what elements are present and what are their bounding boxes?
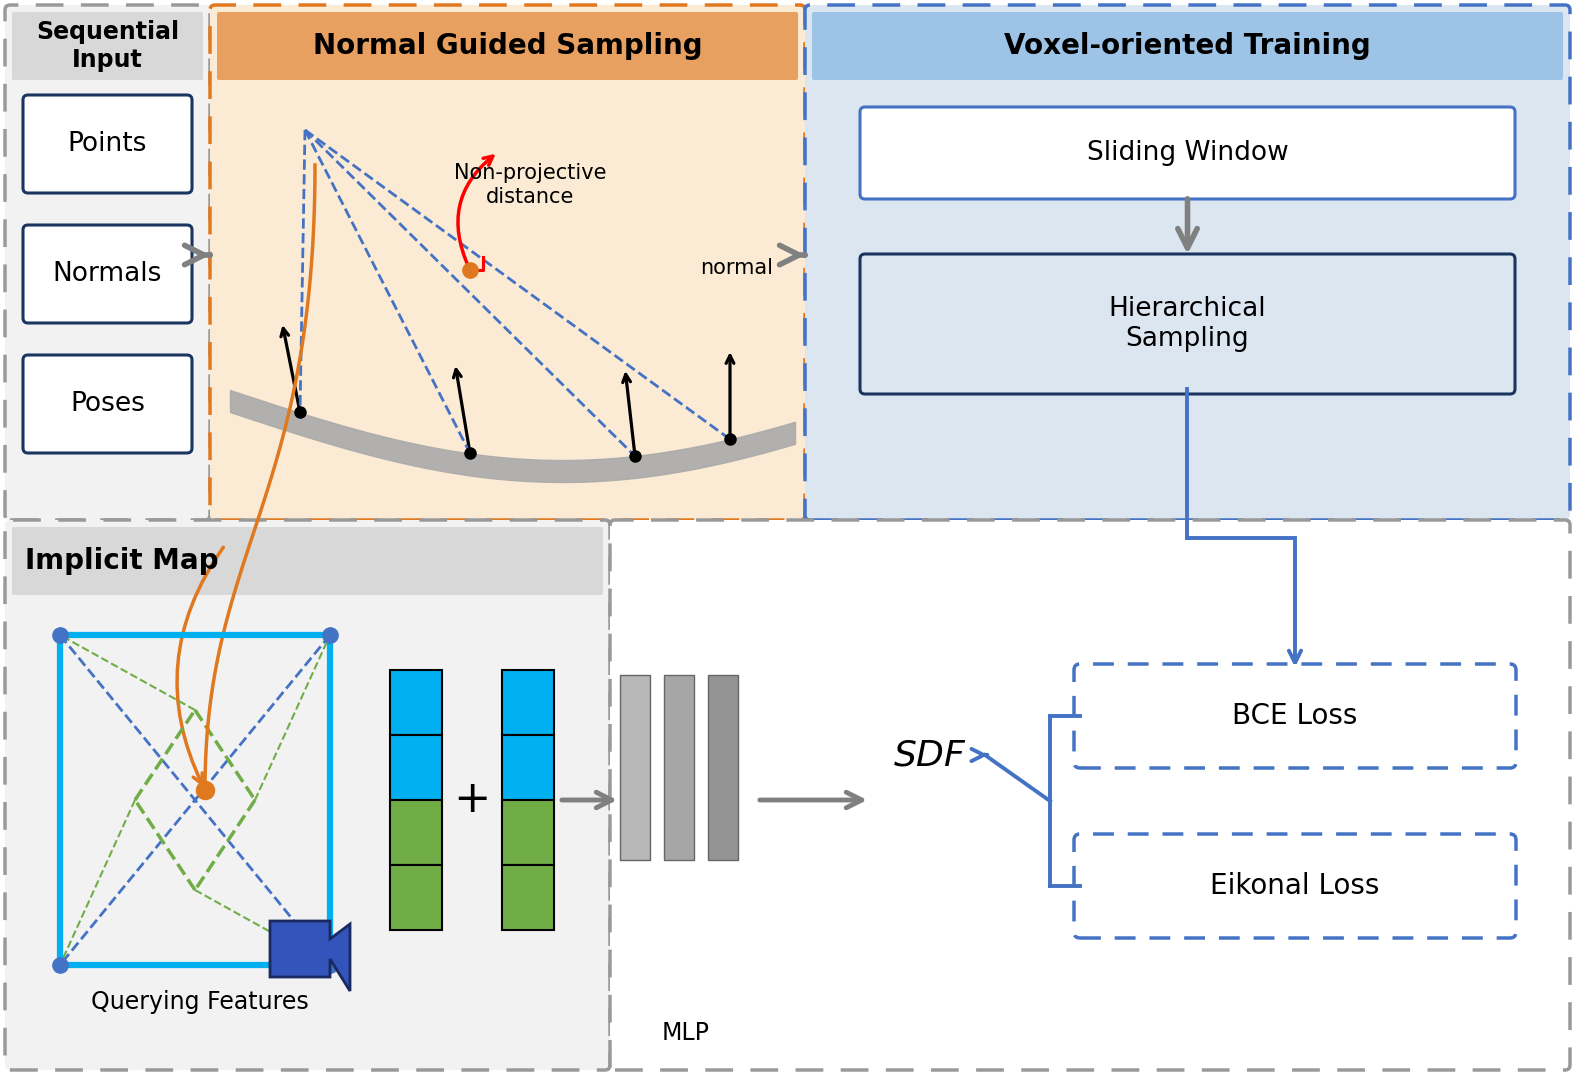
FancyBboxPatch shape [805,5,1570,520]
Bar [709,675,739,860]
Bar [502,865,554,930]
Text: normal: normal [701,258,773,278]
FancyBboxPatch shape [5,520,611,1070]
Text: MLP: MLP [663,1021,710,1044]
Text: $\it{SDF}$: $\it{SDF}$ [893,738,967,771]
FancyBboxPatch shape [218,12,798,80]
FancyBboxPatch shape [1075,834,1516,938]
Bar [390,735,442,800]
FancyBboxPatch shape [860,254,1515,394]
Text: Sliding Window: Sliding Window [1087,140,1288,166]
Text: Eikonal Loss: Eikonal Loss [1210,872,1379,900]
FancyBboxPatch shape [24,355,193,453]
Bar [390,800,442,865]
FancyBboxPatch shape [24,95,193,193]
Text: Voxel-oriented Training: Voxel-oriented Training [1004,32,1371,60]
Text: Hierarchical
Sampling: Hierarchical Sampling [1109,296,1266,352]
FancyBboxPatch shape [24,226,193,323]
Bar [502,670,554,735]
Text: Non-projective
distance: Non-projective distance [454,163,606,206]
Bar [502,800,554,865]
Text: BCE Loss: BCE Loss [1232,702,1357,730]
Text: Sequential
Input: Sequential Input [36,21,178,72]
Text: Normals: Normals [52,261,163,287]
Text: Querying Features: Querying Features [92,991,309,1014]
Bar [664,675,694,860]
FancyBboxPatch shape [860,107,1515,199]
Bar [502,735,554,800]
Polygon shape [270,921,350,991]
Bar [390,670,442,735]
Text: Poses: Poses [69,391,145,416]
FancyBboxPatch shape [210,5,805,520]
FancyBboxPatch shape [5,5,210,520]
FancyBboxPatch shape [1075,664,1516,768]
Text: Implicit Map: Implicit Map [25,547,218,575]
FancyBboxPatch shape [611,520,1570,1070]
Text: Normal Guided Sampling: Normal Guided Sampling [312,32,702,60]
Bar [620,675,650,860]
FancyBboxPatch shape [13,527,603,595]
Bar [390,865,442,930]
Text: Points: Points [68,131,147,158]
FancyBboxPatch shape [13,12,204,80]
FancyBboxPatch shape [813,12,1562,80]
Text: +: + [453,779,491,821]
